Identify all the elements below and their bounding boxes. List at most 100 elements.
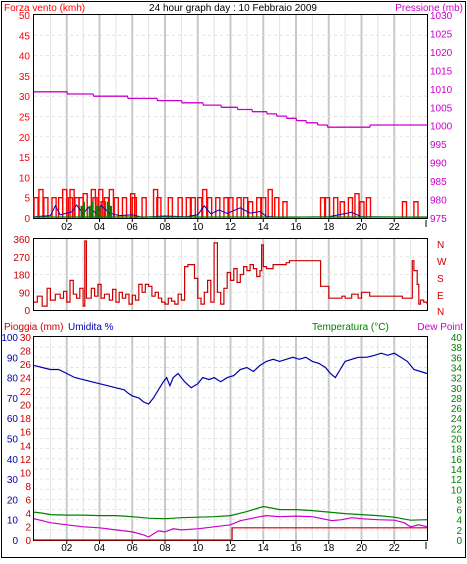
y-right-tick-label: 995 bbox=[430, 140, 447, 151]
x-tick-label: 18 bbox=[323, 222, 335, 233]
wind-speed-bar bbox=[339, 201, 346, 218]
wind-speed-bar bbox=[129, 192, 136, 218]
y-right-tick-label: 1000 bbox=[430, 122, 453, 133]
y-right-tick-label: 34 bbox=[451, 363, 463, 374]
y-rain-tick-label: 20 bbox=[20, 401, 32, 412]
y-left-tick-label: 25 bbox=[19, 113, 31, 124]
wind-speed-bar bbox=[242, 197, 249, 218]
wind-speed-bar bbox=[282, 201, 288, 218]
rain-line bbox=[34, 527, 427, 541]
y-right-tick-label: 10 bbox=[451, 485, 463, 496]
x-tick-label: 14 bbox=[258, 222, 270, 233]
x-tick-label: 06 bbox=[127, 222, 139, 233]
y-left-tick-label: 0 bbox=[24, 306, 30, 317]
temperature-axis-label: Temperatura (°C) bbox=[312, 322, 389, 333]
y-left-tick-label: 30 bbox=[19, 92, 31, 103]
y-right-tick-label: 2 bbox=[456, 526, 462, 537]
x-tick-label: 12 bbox=[225, 543, 237, 554]
wind-speed-bar bbox=[38, 188, 44, 218]
y-humidity-tick-label: 90 bbox=[7, 353, 19, 364]
y-humidity-tick-label: 40 bbox=[7, 455, 19, 466]
y-humidity-tick-label: 30 bbox=[7, 475, 19, 486]
pressure-line bbox=[34, 91, 427, 128]
y-right-tick-label: 6 bbox=[456, 506, 462, 517]
y-rain-tick-label: 12 bbox=[20, 455, 32, 466]
wind-speed-bar bbox=[215, 197, 221, 218]
y-rain-tick-label: 16 bbox=[20, 428, 32, 439]
dew-point-axis-label: Dew Point bbox=[417, 322, 463, 333]
x-tick-label: 08 bbox=[159, 222, 171, 233]
y-left-tick-label: 45 bbox=[19, 31, 31, 42]
wind-speed-bar bbox=[223, 197, 229, 218]
x-tick-label: 10 bbox=[192, 222, 204, 233]
y-left-tick-label: 270 bbox=[13, 253, 30, 264]
pressure-axis-label: Pressione (mb) bbox=[395, 3, 463, 14]
wind-speed-bar bbox=[347, 197, 354, 218]
wind-speed-bar bbox=[256, 197, 262, 218]
y-left-tick-label: 5 bbox=[24, 194, 30, 205]
y-right-tick-label: 0 bbox=[456, 536, 462, 547]
y-right-tick-label: 36 bbox=[451, 353, 463, 364]
x-tick-label: 14 bbox=[258, 543, 270, 554]
wind-speed-bar bbox=[108, 188, 115, 218]
y-right-tick-label: 1025 bbox=[430, 29, 453, 40]
y-right-tick-label: 975 bbox=[430, 214, 447, 225]
y-rain-tick-label: 10 bbox=[20, 468, 32, 479]
direction-letter-w: W bbox=[437, 257, 447, 268]
y-right-tick-label: 980 bbox=[430, 196, 447, 207]
y-left-tick-label: 10 bbox=[19, 173, 31, 184]
y-rain-tick-label: 28 bbox=[20, 347, 32, 358]
wind-speed-bar bbox=[43, 197, 49, 218]
y-right-tick-label: 18 bbox=[451, 445, 463, 456]
wind-speed-bar bbox=[354, 192, 360, 218]
y-right-tick-label: 4 bbox=[456, 516, 462, 527]
y-right-tick-label: 14 bbox=[451, 465, 463, 476]
y-right-tick-label: 16 bbox=[451, 455, 463, 466]
wind-speed-bar bbox=[332, 197, 339, 218]
y-left-tick-label: 50 bbox=[19, 11, 31, 22]
x-tick-label: 06 bbox=[127, 543, 139, 554]
y-right-tick-label: 8 bbox=[456, 495, 462, 506]
y-right-tick-label: 22 bbox=[451, 424, 463, 435]
wind-direction-panel-frame bbox=[33, 238, 428, 311]
humidity-line bbox=[33, 352, 428, 405]
y-humidity-tick-label: 10 bbox=[7, 516, 19, 527]
y-humidity-tick-label: 20 bbox=[7, 495, 19, 506]
wind-speed-bar bbox=[97, 188, 104, 218]
y-left-tick-label: 35 bbox=[19, 72, 31, 83]
x-tick-label: 08 bbox=[159, 543, 171, 554]
y-humidity-tick-label: 60 bbox=[7, 414, 19, 425]
y-humidity-tick-label: 70 bbox=[7, 394, 19, 405]
y-right-tick-label: 1010 bbox=[430, 85, 453, 96]
wind-speed-bar bbox=[185, 197, 192, 218]
y-rain-tick-label: 2 bbox=[25, 522, 31, 533]
y-right-tick-label: 1015 bbox=[430, 66, 453, 77]
y-left-tick-label: 20 bbox=[19, 133, 31, 144]
y-right-tick-label: 1005 bbox=[430, 103, 453, 114]
y-right-tick-label: 20 bbox=[451, 435, 463, 446]
y-left-tick-label: 90 bbox=[19, 288, 31, 299]
x-tick-label: 04 bbox=[94, 543, 106, 554]
x-tick-label: 18 bbox=[323, 543, 335, 554]
rain-axis-label: Pioggia (mm) bbox=[4, 322, 63, 333]
wind-speed-axis-label: Forza vento (kmh) bbox=[4, 3, 85, 14]
wind-speed-bar bbox=[61, 188, 68, 218]
wind-speed-bar bbox=[319, 197, 326, 218]
direction-letter-s: S bbox=[437, 274, 444, 285]
y-rain-tick-label: 4 bbox=[25, 509, 31, 520]
direction-letter-n-bottom: N bbox=[437, 307, 444, 318]
wind-speed-bar bbox=[359, 201, 365, 218]
wind-speed-bar bbox=[228, 197, 234, 218]
y-left-tick-label: 0 bbox=[24, 214, 30, 225]
wind-speed-bar bbox=[197, 197, 203, 218]
y-right-tick-label: 12 bbox=[451, 475, 463, 486]
wind-speed-bar bbox=[113, 197, 120, 218]
y-humidity-tick-label: 50 bbox=[7, 435, 19, 446]
y-rain-tick-label: 26 bbox=[20, 360, 32, 371]
y-left-tick-label: 360 bbox=[13, 235, 30, 246]
wind-speed-bar bbox=[167, 197, 174, 218]
wind-speed-bar bbox=[190, 197, 196, 218]
